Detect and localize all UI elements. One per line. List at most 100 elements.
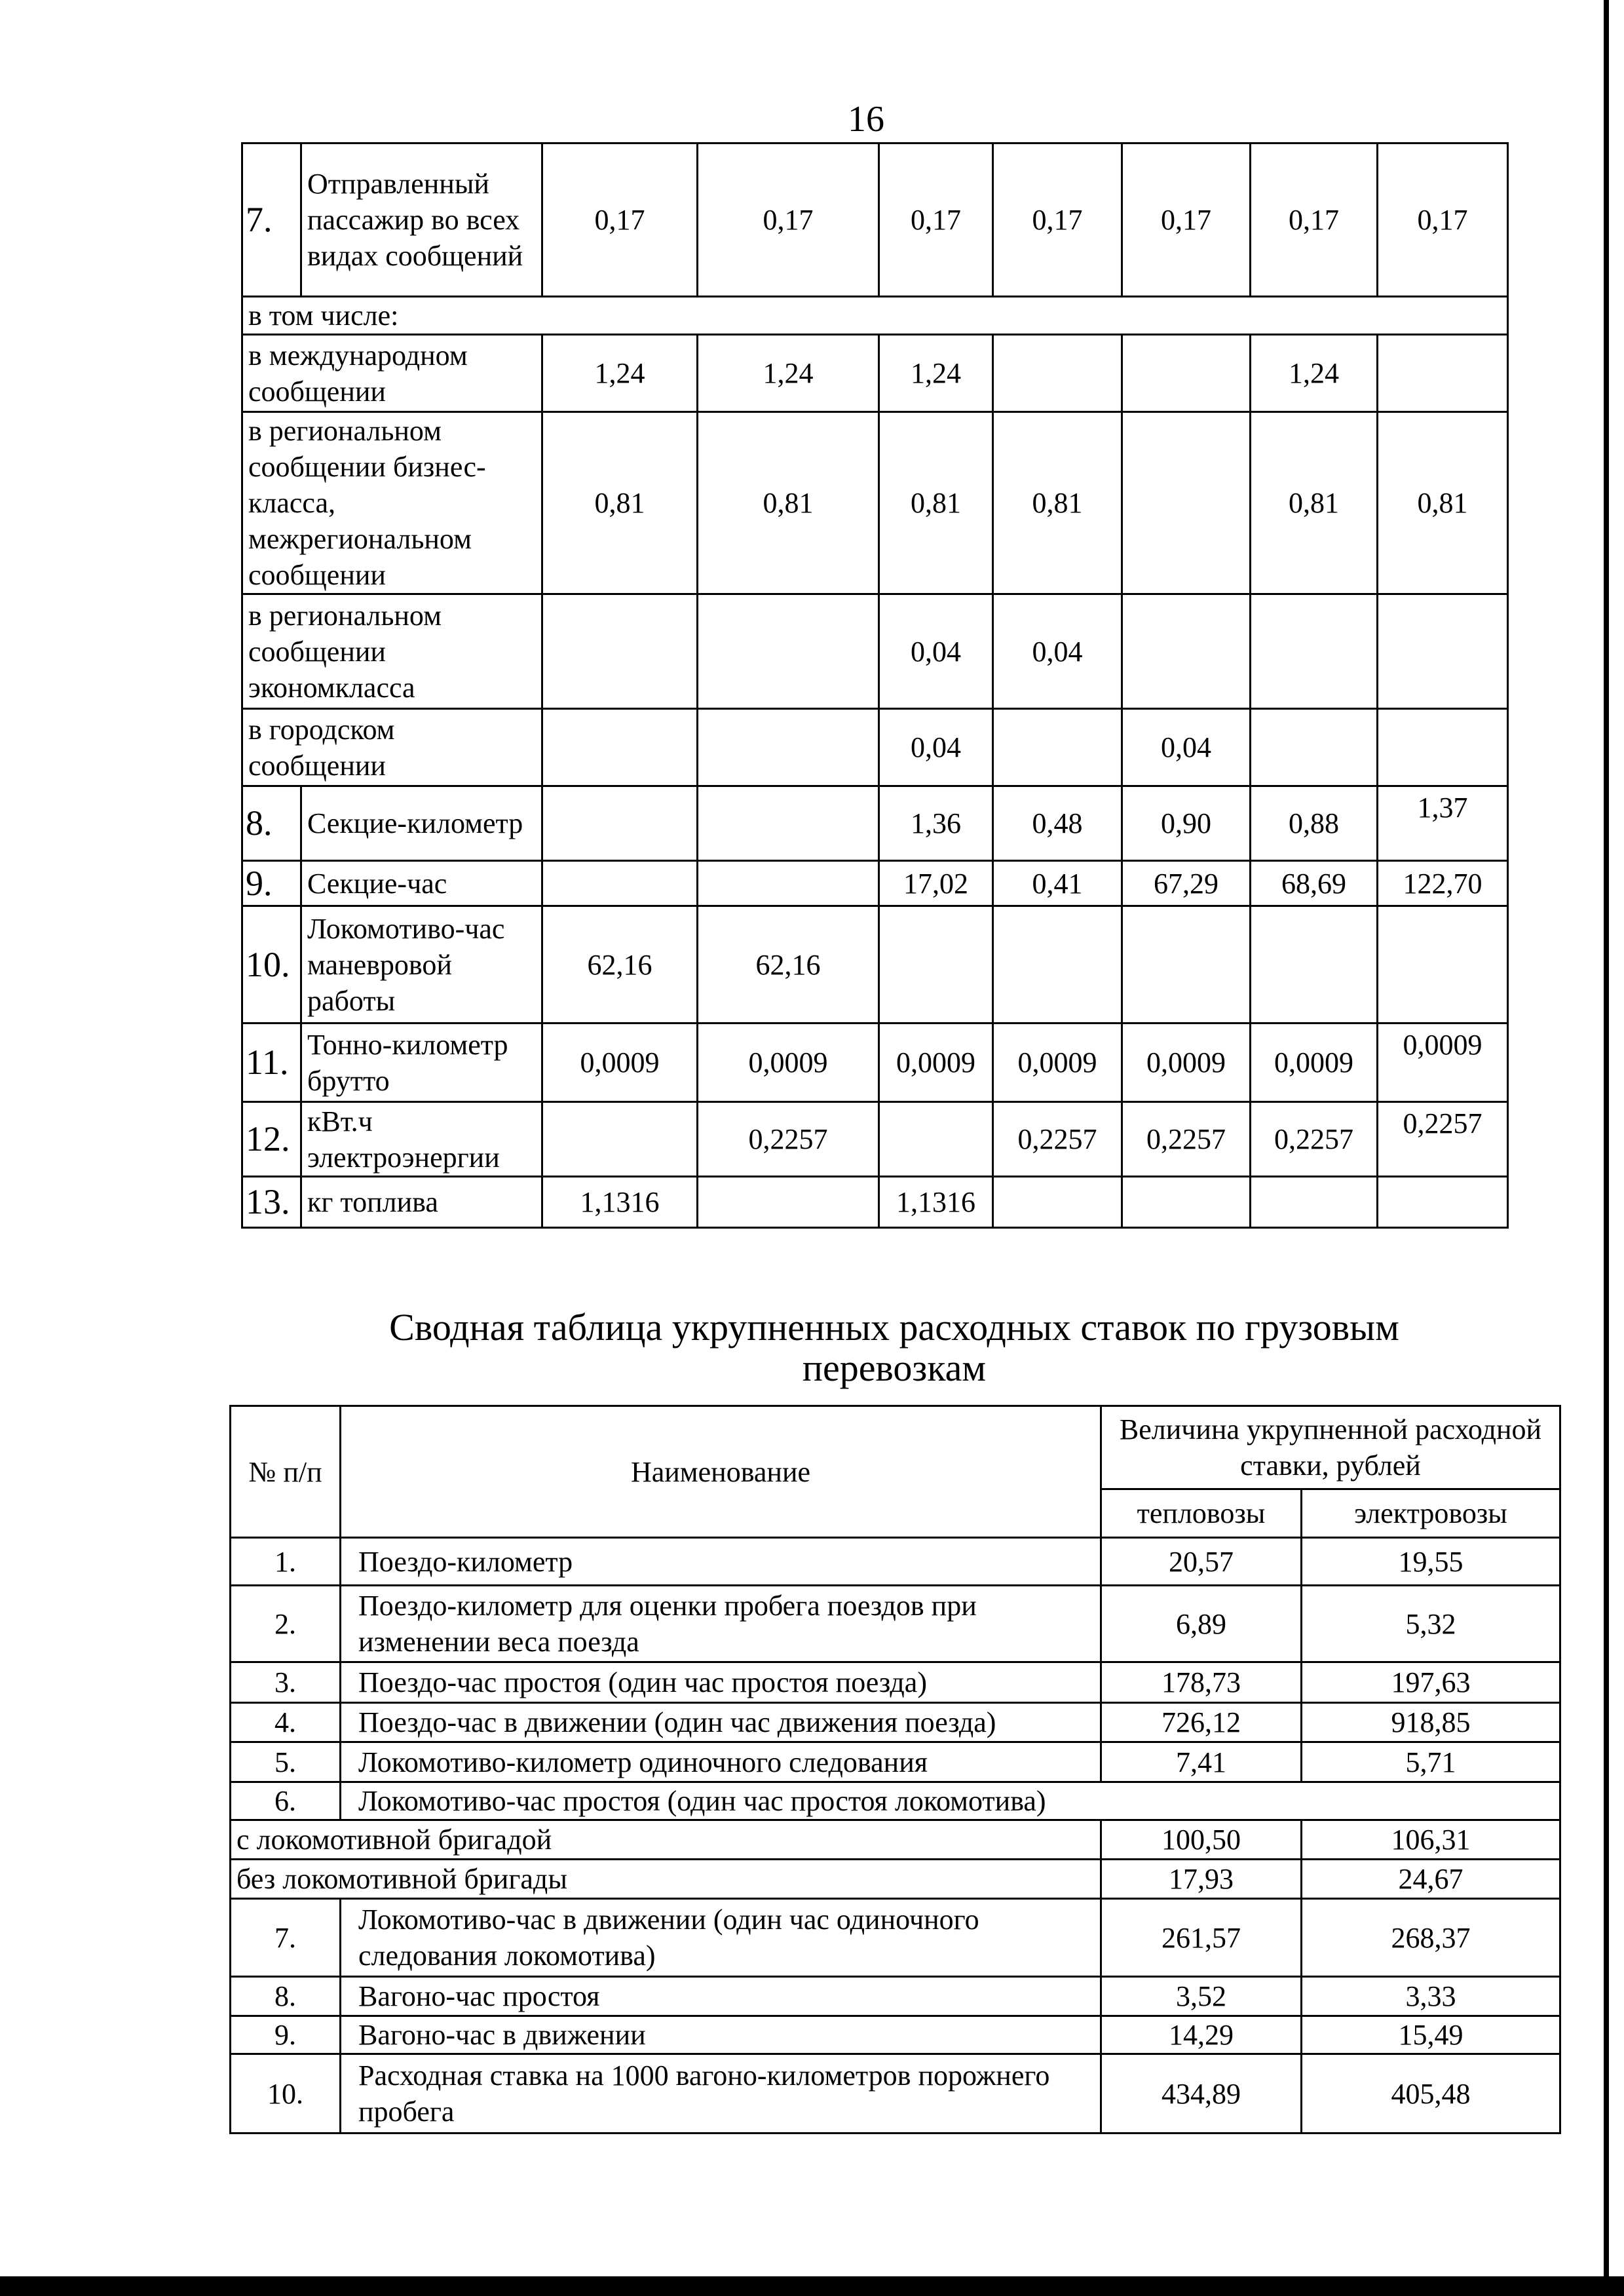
table-row: 8. Секцие-километр 1,36 0,48 0,90 0,88 1,37	[241, 785, 1509, 862]
row-label: Расходная ставка на 1000 вагоно-километр…	[339, 2053, 1102, 2134]
electric-value: 3,33	[1300, 1976, 1561, 2017]
electric-value: 19,55	[1300, 1537, 1561, 1586]
value-cell: 1,1316	[541, 1176, 698, 1229]
value-cell	[696, 785, 880, 862]
row-number: 7.	[241, 142, 302, 297]
value-cell: 0,81	[1249, 411, 1378, 595]
header-electric: электровозы	[1300, 1488, 1561, 1539]
scan-right-border	[1604, 0, 1609, 2296]
value-cell: 0,0009	[696, 1022, 880, 1103]
value-cell	[696, 1176, 880, 1229]
freight-rates-table: № п/п Наименование Величина укрупненной …	[229, 1405, 1561, 2134]
value-cell	[992, 334, 1123, 413]
table-row: 11. Тонно-километр брутто 0,0009 0,0009 0,00…	[241, 1022, 1509, 1103]
value-cell	[541, 785, 698, 862]
electric-value: 918,85	[1300, 1702, 1561, 1743]
row-number: 10.	[241, 905, 302, 1024]
row-label: в городском сообщении	[241, 708, 543, 787]
value-cell	[1249, 708, 1378, 787]
table-row: 4. Поездо-час в движении (один час движен…	[229, 1702, 1561, 1743]
value-cell	[541, 860, 698, 907]
table-row: 9. Секцие-час 17,02 0,41 67,29 68,69 122,70	[241, 860, 1509, 907]
value-cell	[541, 1101, 698, 1177]
header-diesel: тепловозы	[1100, 1488, 1302, 1539]
diesel-value: 17,93	[1100, 1858, 1302, 1900]
row-label: с локомотивной бригадой	[229, 1819, 1102, 1860]
table-row: в региональном сообщении бизнес-класса, …	[241, 411, 1509, 595]
table-row: с локомотивной бригадой 100,50 106,31	[229, 1819, 1561, 1860]
value-cell	[992, 905, 1123, 1024]
value-cell: 62,16	[696, 905, 880, 1024]
value-cell: 68,69	[1249, 860, 1378, 907]
value-cell: 0,2257	[1249, 1101, 1378, 1177]
table-row: 12. кВт.ч электроэнергии 0,2257 0,2257 0,225…	[241, 1101, 1509, 1177]
value-cell: 67,29	[1121, 860, 1251, 907]
row-number: 2.	[229, 1584, 341, 1663]
row-number: 5.	[229, 1741, 341, 1783]
row-label: Поездо-километр	[339, 1537, 1102, 1586]
table-row: в международном сообщении 1,24 1,24 1,24 1,2…	[241, 334, 1509, 413]
row-label: Локомотиво-час в движении (один час один…	[339, 1898, 1102, 1978]
value-cell	[878, 1101, 994, 1177]
value-cell: 0,0009	[878, 1022, 994, 1103]
title-line-2: перевозкам	[802, 1347, 987, 1389]
value-cell	[1376, 905, 1509, 1024]
row-label: без локомотивной бригады	[229, 1858, 1102, 1900]
table-row: 6. Локомотиво-час простоя (один час прост…	[229, 1781, 1561, 1821]
value-cell	[1376, 593, 1509, 710]
electric-value: 5,32	[1300, 1584, 1561, 1663]
table-row: в региональном сообщении экономкласса 0,0…	[241, 593, 1509, 710]
value-cell: 0,17	[992, 142, 1123, 297]
value-cell	[696, 593, 880, 710]
value-cell: 1,36	[878, 785, 994, 862]
value-cell	[1249, 905, 1378, 1024]
value-cell: 0,2257	[1121, 1101, 1251, 1177]
diesel-value: 7,41	[1100, 1741, 1302, 1783]
row-label: в региональном сообщении экономкласса	[241, 593, 543, 710]
table-row: 8. Вагоно-час простоя 3,52 3,33	[229, 1976, 1561, 2017]
row-number: 11.	[241, 1022, 302, 1103]
row-number: 12.	[241, 1101, 302, 1177]
row-number: 6.	[229, 1781, 341, 1821]
value-cell: 0,81	[992, 411, 1123, 595]
diesel-value: 20,57	[1100, 1537, 1302, 1586]
value-cell: 1,24	[1249, 334, 1378, 413]
row-number: 3.	[229, 1661, 341, 1704]
diesel-value: 434,89	[1100, 2053, 1302, 2134]
row-label: в международном сообщении	[241, 334, 543, 413]
table-row: 1. Поездо-километр 20,57 19,55	[229, 1537, 1561, 1586]
value-cell: 0,04	[878, 708, 994, 787]
diesel-value: 3,52	[1100, 1976, 1302, 2017]
value-cell: 0,17	[1249, 142, 1378, 297]
row-number: 13.	[241, 1176, 302, 1229]
value-cell: 0,90	[1121, 785, 1251, 862]
value-cell: 0,0009	[1121, 1022, 1251, 1103]
row-label: Локомотиво-километр одиночного следовани…	[339, 1741, 1102, 1783]
row-number: 1.	[229, 1537, 341, 1586]
diesel-value: 14,29	[1100, 2015, 1302, 2055]
header-name: Наименование	[339, 1405, 1102, 1539]
electric-value: 268,37	[1300, 1898, 1561, 1978]
value-cell: 0,88	[1249, 785, 1378, 862]
value-cell	[1249, 593, 1378, 710]
title-line-1: Сводная таблица укрупненных расходных ст…	[389, 1306, 1399, 1349]
value-cell: 0,04	[1121, 708, 1251, 787]
value-cell: 0,41	[992, 860, 1123, 907]
row-number: 8.	[229, 1976, 341, 2017]
row-label: Поездо-час простоя (один час простоя пое…	[339, 1661, 1102, 1704]
table-row: в городском сообщении 0,04 0,04	[241, 708, 1509, 787]
value-cell: 62,16	[541, 905, 698, 1024]
value-cell: 0,04	[992, 593, 1123, 710]
row-number: 10.	[229, 2053, 341, 2134]
row-label: Вагоно-час в движении	[339, 2015, 1102, 2055]
row-label: Локомотиво-час простоя (один час простоя…	[339, 1781, 1561, 1821]
electric-value: 5,71	[1300, 1741, 1561, 1783]
value-cell: 0,81	[1376, 411, 1509, 595]
value-cell	[696, 860, 880, 907]
row-number: 8.	[241, 785, 302, 862]
value-cell: 0,17	[878, 142, 994, 297]
value-cell	[1376, 708, 1509, 787]
row-label: Секцие-час	[300, 860, 543, 907]
table-row: без локомотивной бригады 17,93 24,67	[229, 1858, 1561, 1900]
value-cell: 1,1316	[878, 1176, 994, 1229]
